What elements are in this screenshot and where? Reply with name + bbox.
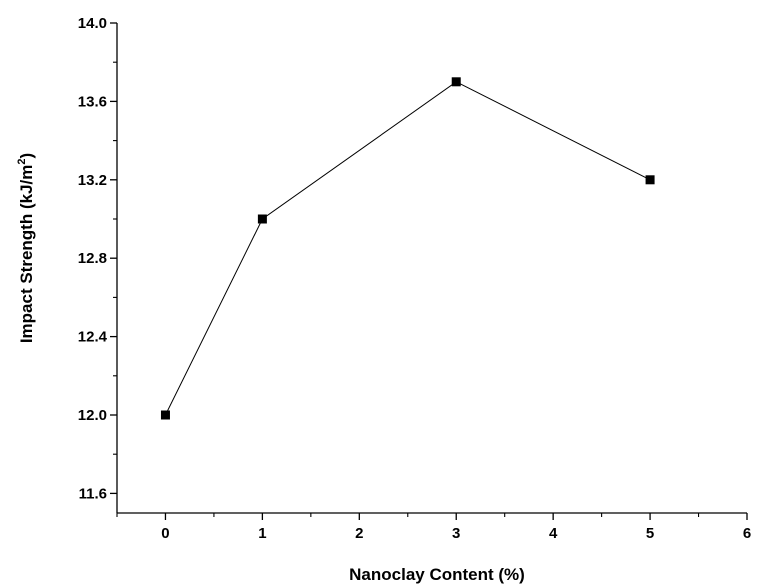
data-point-marker	[451, 77, 461, 87]
x-tick-label: 5	[646, 525, 654, 542]
x-tick-label: 1	[258, 525, 266, 542]
x-axis-title: Nanoclay Content (%)	[349, 565, 525, 584]
data-series	[160, 77, 655, 420]
series-line	[165, 81, 651, 416]
data-point-marker	[257, 214, 267, 224]
y-axis-title-text: Impact Strength (kJ/m	[17, 165, 36, 344]
ticks: 0 1 2 3 4 5 6 11.6 12.0 12.4 12.8 13.2 13.6 14.0	[78, 15, 751, 542]
axis-titles: Nanoclay Content (%) Impact Strength (kJ…	[16, 153, 525, 584]
y-tick-label: 13.2	[78, 172, 107, 189]
y-tick-label: 14.0	[78, 15, 107, 32]
y-tick-label: 12.4	[78, 329, 108, 346]
x-tick-label: 3	[452, 525, 460, 542]
x-tick-label: 6	[743, 525, 751, 542]
x-tick-label: 2	[355, 525, 363, 542]
y-axis-title-superscript: 2	[16, 159, 28, 165]
y-tick-label: 12.0	[78, 407, 107, 424]
y-tick-label: 11.6	[79, 485, 107, 502]
y-tick-label: 12.8	[78, 250, 107, 267]
data-point-marker	[160, 410, 170, 420]
y-tick-label: 13.6	[78, 93, 107, 110]
data-point-marker	[645, 175, 655, 185]
x-tick-label: 4	[549, 525, 558, 542]
y-axis-title: Impact Strength (kJ/m2)	[16, 153, 36, 343]
y-axis-title-suffix: )	[17, 153, 36, 159]
axes	[116, 23, 747, 514]
x-tick-label: 0	[161, 525, 169, 542]
